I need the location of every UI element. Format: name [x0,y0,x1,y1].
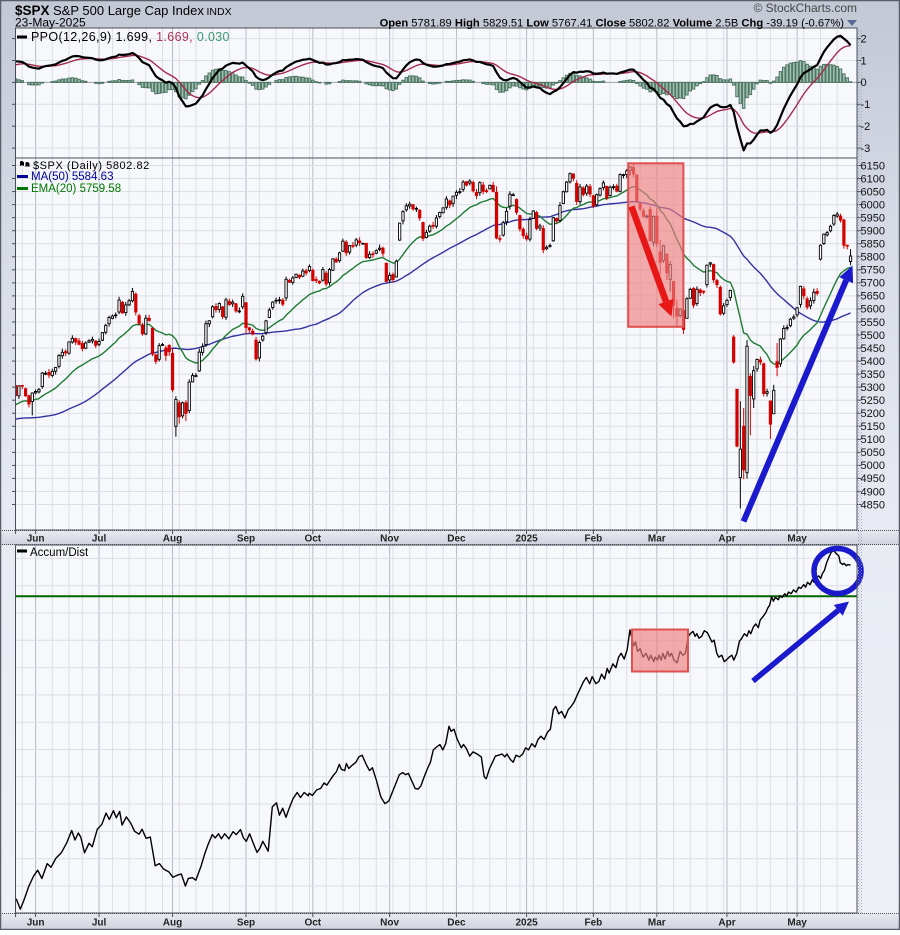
svg-text:INDX: INDX [207,6,232,18]
svg-text:Feb: Feb [585,534,603,545]
svg-text:-3: -3 [861,143,871,155]
svg-text:4900: 4900 [861,486,885,498]
svg-text:5500: 5500 [861,330,885,342]
svg-text:Mar: Mar [648,918,666,929]
svg-text:May: May [787,918,807,929]
svg-text:Oct: Oct [304,918,321,929]
svg-text:Apr: Apr [718,918,735,929]
svg-text:5300: 5300 [861,382,885,394]
svg-text:5700: 5700 [861,278,885,290]
svg-text:Jun: Jun [27,534,45,545]
svg-text:Open 5781.89 High 5829.51 Low: Open 5781.89 High 5829.51 Low 5767.41 Cl… [380,18,845,30]
svg-text:2025: 2025 [515,534,538,545]
svg-text:PPO(12,26,9) 1.699, 1.669, 0.0: PPO(12,26,9) 1.699, 1.669, 0.030 [31,30,230,44]
svg-text:6050: 6050 [861,186,885,198]
svg-text:Sep: Sep [237,918,255,929]
svg-text:5550: 5550 [861,317,885,329]
svg-text:6100: 6100 [861,173,885,185]
svg-text:-2: -2 [861,121,871,133]
svg-text:4850: 4850 [861,499,885,511]
svg-text:MA(50) 5584.63: MA(50) 5584.63 [31,171,113,183]
svg-text:Nov: Nov [380,534,399,545]
svg-text:Nov: Nov [380,918,399,929]
svg-text:-1: -1 [861,99,871,111]
svg-text:Apr: Apr [718,534,735,545]
svg-text:© StockCharts.com: © StockCharts.com [753,1,857,15]
svg-text:5900: 5900 [861,225,885,237]
svg-text:Aug: Aug [163,534,182,545]
svg-text:2: 2 [861,33,867,45]
svg-text:$SPX: $SPX [15,3,50,18]
svg-text:Sep: Sep [237,534,255,545]
svg-text:5800: 5800 [861,252,885,264]
svg-text:Dec: Dec [447,918,466,929]
svg-text:Dec: Dec [447,534,466,545]
svg-text:Mar: Mar [648,534,666,545]
svg-text:5350: 5350 [861,369,885,381]
svg-text:5000: 5000 [861,460,885,472]
svg-text:$SPX (Daily) 5802.82: $SPX (Daily) 5802.82 [33,160,150,172]
svg-text:5850: 5850 [861,239,885,251]
svg-text:May: May [787,534,807,545]
svg-text:5450: 5450 [861,343,885,355]
svg-text:5050: 5050 [861,447,885,459]
svg-text:5950: 5950 [861,212,885,224]
svg-text:4950: 4950 [861,473,885,485]
svg-text:5400: 5400 [861,356,885,368]
svg-text:Oct: Oct [304,534,321,545]
svg-text:5650: 5650 [861,291,885,303]
svg-text:Accum/Dist: Accum/Dist [30,547,89,559]
svg-text:23-May-2025: 23-May-2025 [15,16,86,30]
svg-text:6150: 6150 [861,160,885,172]
svg-text:5200: 5200 [861,408,885,420]
svg-text:5750: 5750 [861,265,885,277]
svg-text:5600: 5600 [861,304,885,316]
svg-text:5100: 5100 [861,434,885,446]
svg-text:5250: 5250 [861,395,885,407]
svg-text:Aug: Aug [163,918,182,929]
svg-text:2025: 2025 [515,918,538,929]
svg-text:Jun: Jun [27,918,45,929]
svg-text:EMA(20) 5759.58: EMA(20) 5759.58 [31,183,121,195]
svg-text:Feb: Feb [585,918,603,929]
svg-text:Jul: Jul [92,534,107,545]
svg-text:S&P 500 Large Cap Index: S&P 500 Large Cap Index [53,3,204,18]
svg-text:Jul: Jul [92,918,107,929]
svg-text:5150: 5150 [861,421,885,433]
svg-text:0: 0 [861,77,867,89]
svg-text:6000: 6000 [861,199,885,211]
svg-text:1: 1 [861,55,867,67]
